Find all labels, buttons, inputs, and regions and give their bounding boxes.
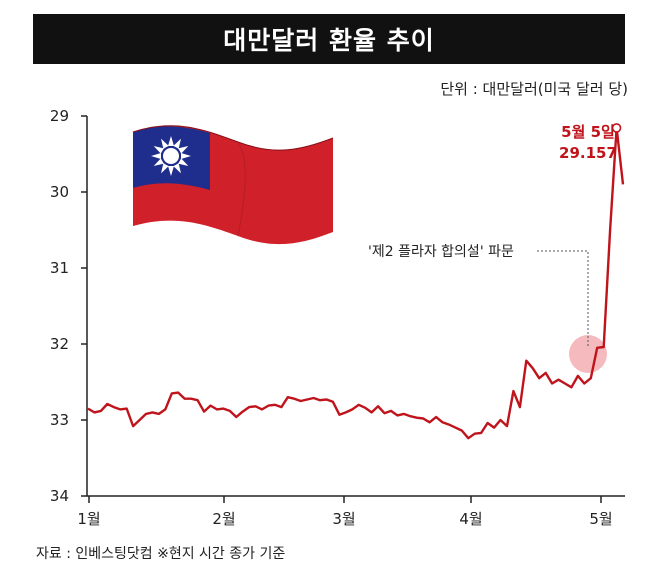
x-tick-label: 4월	[459, 510, 482, 528]
taiwan-flag-icon	[132, 125, 334, 245]
y-tick-label: 32	[50, 335, 69, 353]
highlight-circle	[569, 335, 607, 373]
peak-point	[611, 123, 622, 133]
y-tick-label: 34	[50, 487, 69, 505]
x-tick-label: 2월	[212, 510, 235, 528]
y-tick-label: 33	[50, 411, 69, 429]
y-tick-label: 30	[50, 183, 69, 201]
y-tick-label: 29	[50, 107, 69, 125]
chart-title: 대만달러 환율 추이	[33, 14, 625, 64]
peak-date-label: 5월 5일	[561, 123, 615, 141]
annotation-plaza: '제2 플라자 합의설' 파문	[368, 244, 514, 260]
unit-label: 단위 : 대만달러(미국 달러 당)	[440, 80, 628, 98]
y-tick-label: 31	[50, 259, 69, 277]
annotation-leader	[537, 250, 589, 346]
x-tick-label: 3월	[332, 510, 355, 528]
x-tick-label: 5월	[589, 510, 612, 528]
series-line	[87, 126, 625, 440]
source-note: 자료 : 인베스팅닷컴 ※현지 시간 종가 기준	[36, 546, 286, 562]
peak-value-label: 29.157	[559, 144, 617, 162]
x-tick-label: 1월	[77, 510, 100, 528]
